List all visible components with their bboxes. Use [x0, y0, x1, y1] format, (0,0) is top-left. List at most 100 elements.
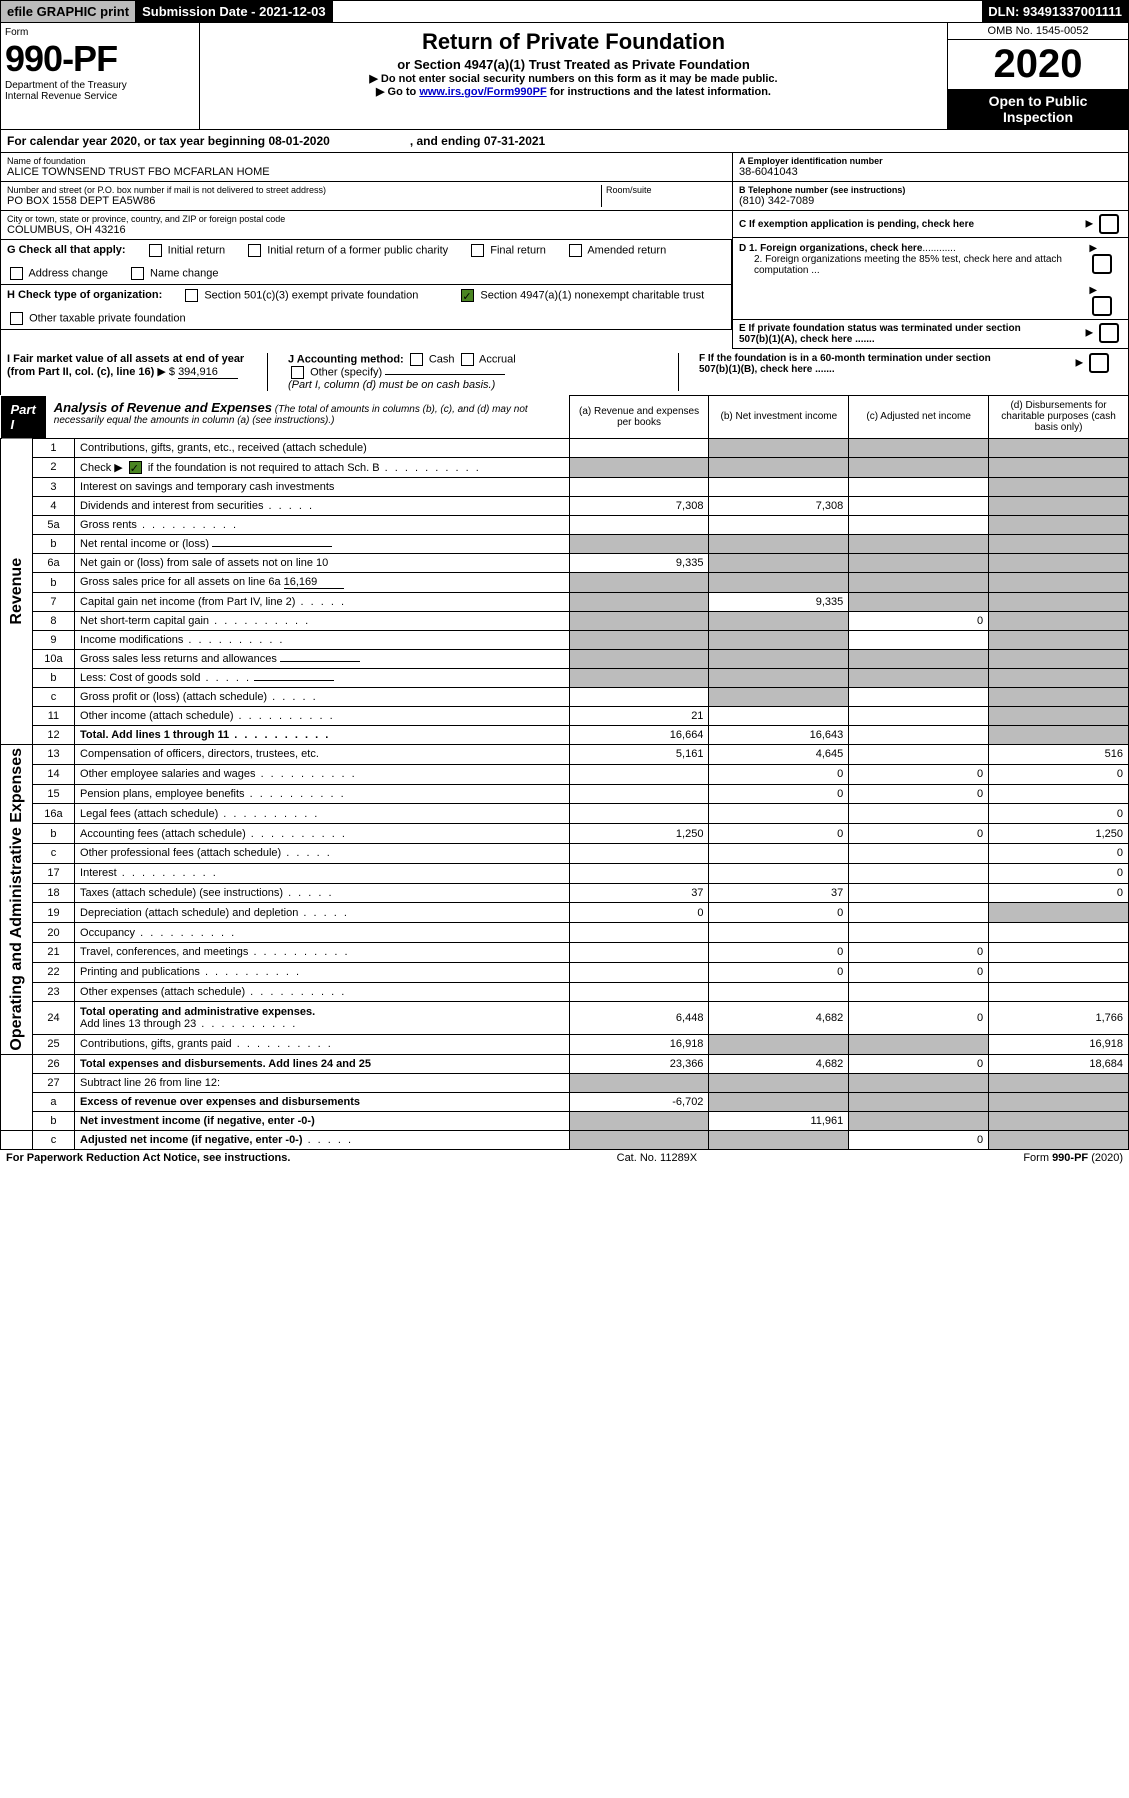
r6b-num: b: [32, 573, 74, 593]
form-link[interactable]: www.irs.gov/Form990PF: [419, 86, 546, 98]
r14-b: 0: [709, 764, 849, 784]
e-checkbox[interactable]: [1099, 323, 1119, 343]
f-checkbox[interactable]: [1089, 353, 1109, 373]
h-chk-1[interactable]: [185, 289, 198, 302]
g-chk-2[interactable]: [471, 244, 484, 257]
r6a-a: 9,335: [569, 554, 709, 573]
city-label: City or town, state or province, country…: [7, 214, 285, 224]
r16b-c: 0: [849, 824, 989, 844]
r27b-desc: Net investment income (if negative, ente…: [75, 1111, 570, 1130]
r3-num: 3: [32, 478, 74, 497]
h-chk-2[interactable]: ✓: [461, 289, 474, 302]
r6b-val: 16,169: [284, 576, 344, 589]
j-accrual-chk[interactable]: [461, 353, 474, 366]
section-i-j: I Fair market value of all assets at end…: [0, 349, 1129, 395]
phone-label: B Telephone number (see instructions): [739, 185, 905, 195]
r13-num: 13: [32, 745, 74, 765]
r26-a: 23,366: [569, 1054, 709, 1073]
form-code: 990-PF: [5, 38, 195, 80]
r3-desc: Interest on savings and temporary cash i…: [75, 478, 570, 497]
r2-checkbox[interactable]: ✓: [129, 461, 142, 474]
r24-c: 0: [849, 1002, 989, 1034]
r15-desc: Pension plans, employee benefits: [80, 788, 245, 800]
r7-num: 7: [32, 593, 74, 612]
r4-num: 4: [32, 497, 74, 516]
city: COLUMBUS, OH 43216: [7, 224, 285, 236]
cal-begin: For calendar year 2020, or tax year begi…: [7, 134, 330, 148]
expenses-side-label: Operating and Administrative Expenses: [1, 745, 33, 1055]
g-chk-3[interactable]: [569, 244, 582, 257]
ein-cell: A Employer identification number 38-6041…: [733, 153, 1128, 182]
r18-b: 37: [709, 883, 849, 903]
g-chk-0[interactable]: [149, 244, 162, 257]
r7-b: 9,335: [709, 593, 849, 612]
r16b-a: 1,250: [569, 824, 709, 844]
j-other-chk[interactable]: [291, 366, 304, 379]
r27c-desc: Adjusted net income (if negative, enter …: [80, 1134, 302, 1146]
g-chk-1[interactable]: [248, 244, 261, 257]
address: PO BOX 1558 DEPT EA5W86: [7, 195, 326, 207]
phone-value: (810) 342-7089: [739, 195, 905, 207]
r26-b: 4,682: [709, 1054, 849, 1073]
r22-desc: Printing and publications: [80, 966, 200, 978]
r16b-num: b: [32, 824, 74, 844]
r6a-desc: Net gain or (loss) from sale of assets n…: [75, 554, 570, 573]
r2-num: 2: [32, 457, 74, 478]
r14-num: 14: [32, 764, 74, 784]
col-d-header: (d) Disbursements for charitable purpose…: [989, 396, 1129, 439]
tax-year: 2020: [948, 40, 1128, 89]
r18-d: 0: [989, 883, 1129, 903]
r10a-num: 10a: [32, 650, 74, 669]
d1-label: D 1. Foreign organizations, check here: [739, 243, 922, 254]
r1-desc: Contributions, gifts, grants, etc., rece…: [75, 438, 570, 457]
addr-label: Number and street (or P.O. box number if…: [7, 185, 326, 195]
r9-desc: Income modifications: [80, 634, 183, 646]
calendar-year-row: For calendar year 2020, or tax year begi…: [0, 130, 1129, 153]
r26-c: 0: [849, 1054, 989, 1073]
r7-desc: Capital gain net income (from Part IV, l…: [80, 596, 295, 608]
h-chk-3[interactable]: [10, 312, 23, 325]
city-cell: City or town, state or province, country…: [1, 211, 732, 240]
r16a-num: 16a: [32, 804, 74, 824]
col-c-header: (c) Adjusted net income: [849, 396, 989, 439]
col-b-header: (b) Net investment income: [709, 396, 849, 439]
j-cash-chk[interactable]: [410, 353, 423, 366]
efile-label[interactable]: efile GRAPHIC print: [1, 1, 136, 22]
inspect-label: Open to Public Inspection: [948, 89, 1128, 129]
room-label: Room/suite: [606, 185, 726, 195]
h-title: H Check type of organization:: [7, 289, 162, 302]
r11-num: 11: [32, 707, 74, 726]
form-subtitle: or Section 4947(a)(1) Trust Treated as P…: [204, 57, 943, 72]
g-opt-3: Amended return: [587, 244, 666, 256]
r5a-num: 5a: [32, 516, 74, 535]
g-chk-4[interactable]: [10, 267, 23, 280]
r5b-desc: Net rental income or (loss): [80, 538, 209, 550]
r16b-b: 0: [709, 824, 849, 844]
top-bar: efile GRAPHIC print Submission Date - 20…: [0, 0, 1129, 23]
omb-number: OMB No. 1545-0052: [948, 23, 1128, 40]
d2-checkbox[interactable]: [1092, 296, 1112, 316]
c-checkbox[interactable]: [1099, 214, 1119, 234]
r25-desc: Contributions, gifts, grants paid: [80, 1038, 232, 1050]
form-header: Form 990-PF Department of the Treasury I…: [0, 23, 1129, 130]
d1-checkbox[interactable]: [1092, 254, 1112, 274]
r27a-a: -6,702: [569, 1092, 709, 1111]
r27-desc: Subtract line 26 from line 12:: [75, 1073, 570, 1092]
r26-d: 18,684: [989, 1054, 1129, 1073]
footer-mid: Cat. No. 11289X: [617, 1152, 698, 1164]
r24-num: 24: [32, 1002, 74, 1034]
r22-b: 0: [709, 962, 849, 982]
r2-pre: Check ▶: [80, 462, 126, 474]
r27b-num: b: [32, 1111, 74, 1130]
r24-b: 4,682: [709, 1002, 849, 1034]
foundation-name: ALICE TOWNSEND TRUST FBO MCFARLAN HOME: [7, 166, 270, 178]
r6a-num: 6a: [32, 554, 74, 573]
foundation-name-cell: Name of foundation ALICE TOWNSEND TRUST …: [1, 153, 732, 182]
r8-c: 0: [849, 612, 989, 631]
r4-b: 7,308: [709, 497, 849, 516]
h-opt-1: Section 501(c)(3) exempt private foundat…: [204, 289, 418, 301]
r22-num: 22: [32, 962, 74, 982]
address-cell: Number and street (or P.O. box number if…: [1, 182, 732, 211]
g-chk-5[interactable]: [131, 267, 144, 280]
r6b-desc: Gross sales price for all assets on line…: [80, 576, 281, 588]
